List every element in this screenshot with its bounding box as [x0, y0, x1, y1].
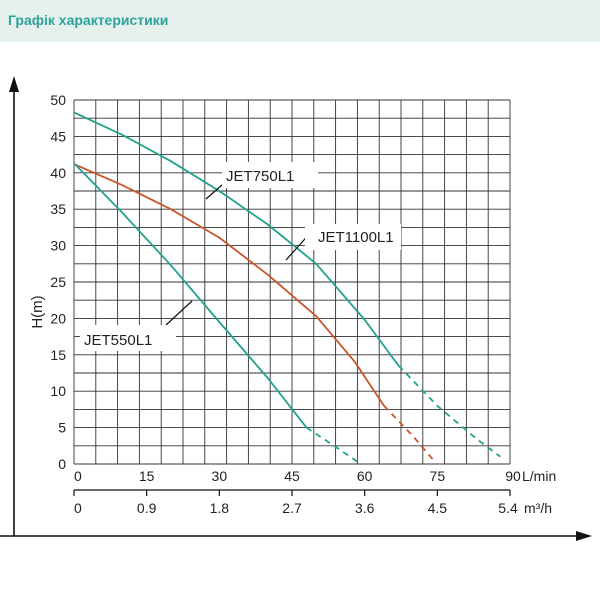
y-tick-label: 10: [50, 383, 66, 399]
curve-jet750l1-dashed: [397, 365, 501, 458]
y-tick-label: 35: [50, 201, 66, 217]
grid: [73, 99, 511, 465]
x-tick-label: 45: [284, 468, 300, 484]
m3h-tick-label: 4.5: [428, 500, 448, 516]
y-axis-arrow: [9, 76, 19, 92]
x-tick-label: 15: [139, 468, 155, 484]
x-tick-label: 90: [505, 468, 521, 484]
x-unit-label: L/min: [522, 468, 556, 484]
m3h-tick-label: 5.4: [498, 500, 518, 516]
y-tick-label: 20: [50, 310, 66, 326]
series-label-jet1100l1: JET1100L1: [318, 229, 394, 246]
series-label-jet550l1: JET550L1: [84, 332, 152, 349]
y-tick-label: 40: [50, 165, 66, 181]
title-bar: Графік характеристики: [0, 0, 600, 42]
m3h-unit-label: m³/h: [524, 500, 552, 516]
y-tick-label: 5: [58, 420, 66, 436]
m3h-tick-label: 0: [74, 500, 82, 516]
m3h-tick-label: 3.6: [355, 500, 375, 516]
label-bg-jet750l1: [222, 162, 318, 188]
curve-jet1100l1-dashed: [383, 405, 436, 463]
y-tick-label: 25: [50, 274, 66, 290]
curve-jet1100l1: [73, 163, 385, 407]
y-tick-label: 30: [50, 238, 66, 254]
y-tick-label: 0: [58, 456, 66, 472]
y-tick-label: 50: [50, 92, 66, 108]
x-axis-arrow: [576, 531, 592, 541]
axes-frame: [0, 76, 592, 541]
x-tick-label: 75: [430, 468, 446, 484]
series-lines: [73, 111, 501, 465]
tick-labels: 0 5 10 15 20 25 30 35 40 45 50 H(m) 0 15 30 45 60 75 90 L/m…: [29, 92, 556, 516]
m3h-tick-label: 1.8: [210, 500, 230, 516]
x-tick-label: 0: [74, 468, 82, 484]
x-tick-label: 30: [212, 468, 228, 484]
page-title: Графік характеристики: [8, 12, 169, 28]
y-axis-label: H(m): [29, 295, 46, 328]
y-tick-label: 45: [50, 128, 66, 144]
label-bg-jet550l1: [80, 325, 176, 351]
m3h-tick-label: 0.9: [137, 500, 157, 516]
series-annotations: JET750L1 JET1100L1 JET550L1: [80, 162, 401, 351]
leader-line-jet550l1: [165, 300, 193, 326]
curve-jet750l1: [73, 111, 400, 367]
x-tick-label: 60: [357, 468, 373, 484]
curve-jet550l1: [73, 162, 308, 429]
series-label-jet750l1: JET750L1: [226, 168, 294, 185]
y-tick-label: 15: [50, 347, 66, 363]
label-bg-jet1100l1: [305, 224, 401, 250]
m3h-tick-label: 2.7: [282, 500, 302, 516]
